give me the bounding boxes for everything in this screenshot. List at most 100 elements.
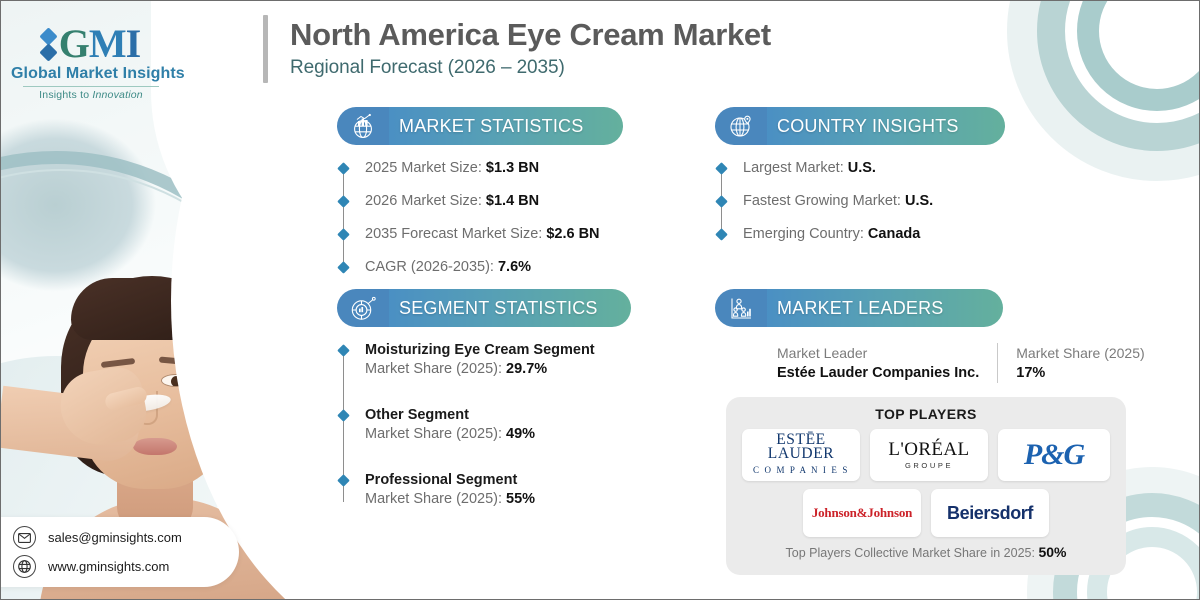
item-value: 55% xyxy=(506,491,536,507)
item-heading: Professional Segment xyxy=(365,472,518,488)
item-value: U.S. xyxy=(904,193,934,209)
globe-icon xyxy=(13,555,36,578)
item-label: Fastest Growing Market: xyxy=(743,193,905,209)
donut-chart-icon xyxy=(337,289,389,327)
top-players-footer-label: Top Players Collective Market Share in 2… xyxy=(785,546,1039,560)
market-leaders-label: MARKET LEADERS xyxy=(777,297,944,318)
item-label: Largest Market: xyxy=(743,160,848,176)
top-players-row-1: ESTĒE LAUDER C O M P A N I E S L'ORÉAL G… xyxy=(740,429,1112,481)
gmi-logo[interactable]: GMI Global Market Insights Insights to I… xyxy=(11,21,185,102)
item-label: 2035 Forecast Market Size: xyxy=(365,226,547,242)
market-share-column: Market Share (2025) 17% xyxy=(997,343,1162,383)
market-statistics-header[interactable]: MARKET STATISTICS xyxy=(337,107,637,145)
globe-pin-icon xyxy=(715,107,767,145)
market-leaders-header[interactable]: MARKET LEADERS xyxy=(715,289,1195,327)
list-item: Fastest Growing Market: U.S. xyxy=(743,192,1015,211)
market-leader-row: Market Leader Estée Lauder Companies Inc… xyxy=(715,343,1195,383)
page-title: North America Eye Cream Market xyxy=(290,17,771,52)
contact-strip: sales@gminsights.com www.gminsights.com xyxy=(1,517,239,587)
market-leader-column: Market Leader Estée Lauder Companies Inc… xyxy=(777,343,997,383)
loreal-line1: L'ORÉAL xyxy=(888,439,970,460)
top-players-footer: Top Players Collective Market Share in 2… xyxy=(740,544,1112,560)
item-value: 29.7% xyxy=(506,361,548,377)
envelope-icon xyxy=(13,526,36,549)
list-item: CAGR (2026-2035): 7.6% xyxy=(365,258,637,277)
item-value: Canada xyxy=(867,226,921,242)
top-players-title: TOP PLAYERS xyxy=(875,406,977,422)
country-insights-header[interactable]: COUNTRY INSIGHTS xyxy=(715,107,1015,145)
segment-statistics-header[interactable]: SEGMENT STATISTICS xyxy=(337,289,657,327)
list-item: 2035 Forecast Market Size: $2.6 BN xyxy=(365,225,637,244)
top-players-panel: TOP PLAYERS ESTĒE LAUDER C O M P A N I E… xyxy=(726,397,1126,575)
contact-website-row[interactable]: www.gminsights.com xyxy=(13,555,239,578)
market-leader-value: Estée Lauder Companies Inc. xyxy=(777,365,980,381)
item-label: Market Share (2025): xyxy=(365,361,507,377)
list-item: Moisturizing Eye Cream Segment Market Sh… xyxy=(365,341,657,379)
jj-wordmark: Johnson&Johnson xyxy=(811,505,913,520)
item-value: 7.6% xyxy=(497,259,532,275)
top-players-row-2: Johnson&Johnson Beiersdorf xyxy=(740,489,1112,537)
tagline-italic: Innovation xyxy=(92,89,143,101)
segment-statistics-label: SEGMENT STATISTICS xyxy=(399,297,598,318)
logo-estee-lauder[interactable]: ESTĒE LAUDER C O M P A N I E S xyxy=(742,429,860,481)
item-heading: Other Segment xyxy=(365,407,469,423)
loreal-line2: GROUPE xyxy=(904,461,954,470)
list-item: 2025 Market Size: $1.3 BN xyxy=(365,159,637,178)
market-statistics-list: 2025 Market Size: $1.3 BN 2026 Market Si… xyxy=(337,159,637,277)
page-subtitle: Regional Forecast (2026 – 2035) xyxy=(290,57,565,78)
market-share-label: Market Share (2025) xyxy=(1016,345,1145,361)
logo-beiersdorf[interactable]: Beiersdorf xyxy=(931,489,1049,537)
item-label: Market Share (2025): xyxy=(365,491,507,507)
section-segment-statistics: SEGMENT STATISTICS Moisturizing Eye Crea… xyxy=(337,289,657,536)
contact-email-row[interactable]: sales@gminsights.com xyxy=(13,526,239,549)
section-market-leaders: MARKET LEADERS Market Leader Estée Laude… xyxy=(715,289,1195,383)
list-item: Professional Segment Market Share (2025)… xyxy=(365,471,657,509)
podium-people-icon xyxy=(715,289,767,327)
logo-wordmark: GMI xyxy=(58,21,141,66)
market-share-value: 17% xyxy=(1016,365,1046,381)
gmi-diamond-logo-icon xyxy=(39,26,58,62)
logo-procter-gamble[interactable]: P&G xyxy=(998,429,1110,481)
item-value: U.S. xyxy=(847,160,876,176)
estee-lauder-line2: LAUDER xyxy=(767,445,835,462)
list-item: 2026 Market Size: $1.4 BN xyxy=(365,192,637,211)
country-insights-label: COUNTRY INSIGHTS xyxy=(777,115,959,136)
market-statistics-label: MARKET STATISTICS xyxy=(399,115,584,136)
top-players-footer-value: 50% xyxy=(1038,544,1067,560)
title-divider-bar xyxy=(263,15,268,83)
list-item: Emerging Country: Canada xyxy=(743,225,1015,244)
estee-lauder-line3: C O M P A N I E S xyxy=(753,465,849,475)
tagline-prefix: Insights to xyxy=(39,89,93,101)
decor-rings-top-right xyxy=(1007,1,1199,181)
item-value: $1.3 BN xyxy=(485,160,540,176)
section-market-statistics: MARKET STATISTICS 2025 Market Size: $1.3… xyxy=(337,107,637,277)
logo-divider xyxy=(23,86,159,87)
logo-johnson-and-johnson[interactable]: Johnson&Johnson xyxy=(803,489,921,537)
section-country-insights: COUNTRY INSIGHTS Largest Market: U.S. Fa… xyxy=(715,107,1015,244)
beiersdorf-wordmark: Beiersdorf xyxy=(946,502,1034,523)
market-leader-label: Market Leader xyxy=(777,345,868,361)
logo-loreal[interactable]: L'ORÉAL GROUPE xyxy=(870,429,988,481)
estee-lauder-line1: ESTĒE xyxy=(776,431,826,448)
page-title-block: North America Eye Cream Market Regional … xyxy=(263,15,771,83)
contact-website: www.gminsights.com xyxy=(48,559,170,574)
globe-bar-chart-icon xyxy=(337,107,389,145)
item-value: 49% xyxy=(506,426,536,442)
item-value: $2.6 BN xyxy=(546,226,600,242)
list-item: Largest Market: U.S. xyxy=(743,159,1015,178)
item-value: $1.4 BN xyxy=(485,193,540,209)
item-label: Market Share (2025): xyxy=(365,426,507,442)
contact-email: sales@gminsights.com xyxy=(48,530,182,545)
photo-white-mask xyxy=(171,1,301,599)
item-label: CAGR (2026-2035): xyxy=(365,259,498,275)
item-label: 2026 Market Size: xyxy=(365,193,486,209)
item-heading: Moisturizing Eye Cream Segment xyxy=(365,342,595,358)
item-label: Emerging Country: xyxy=(743,226,868,242)
pg-wordmark: P&G xyxy=(1023,438,1085,471)
logo-tagline: Insights to Innovation xyxy=(11,89,171,101)
segment-statistics-list: Moisturizing Eye Cream Segment Market Sh… xyxy=(337,341,657,509)
country-insights-list: Largest Market: U.S. Fastest Growing Mar… xyxy=(715,159,1015,244)
logo-company-name: Global Market Insights xyxy=(11,65,185,82)
item-label: 2025 Market Size: xyxy=(365,160,486,176)
